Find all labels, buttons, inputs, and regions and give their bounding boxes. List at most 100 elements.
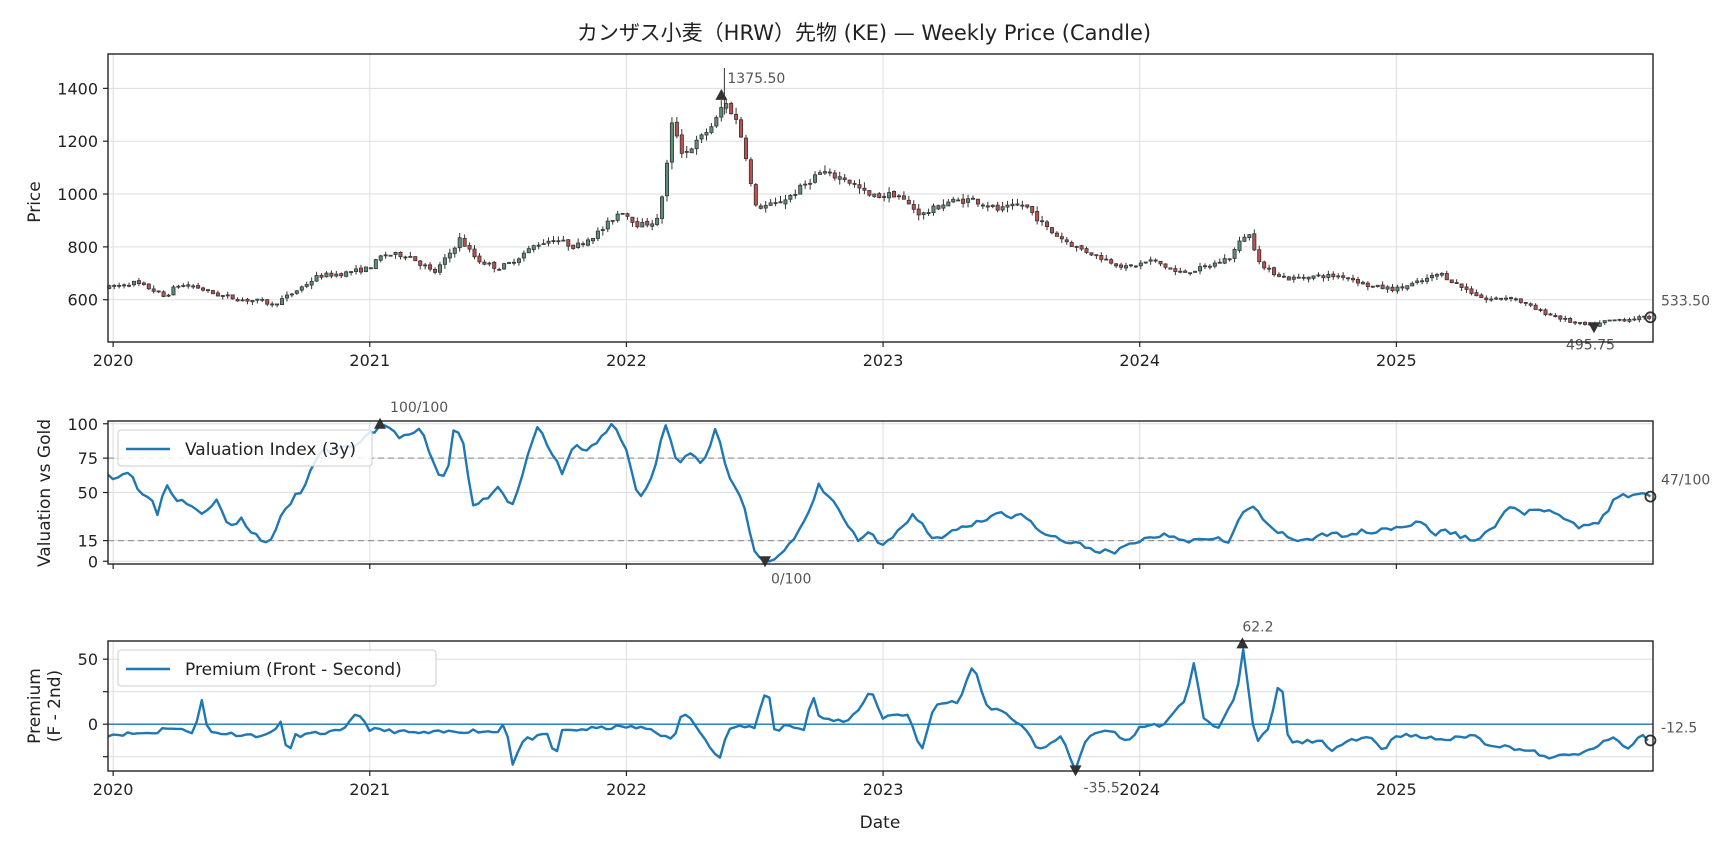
price-ytick-label-1: 800: [67, 238, 98, 257]
premium-xtick-label-2023: 2023: [863, 780, 904, 799]
price-candle-body-293: [1553, 315, 1558, 318]
price-candle-body-264: [1410, 282, 1415, 287]
price-candle-body-63: [418, 260, 423, 266]
price-candle-body-187: [1030, 206, 1035, 213]
price-candle-body-121: [704, 132, 709, 136]
price-candle-body-238: [1281, 275, 1286, 278]
price-candle-body-60: [403, 256, 408, 259]
price-candle-body-184: [1015, 203, 1020, 206]
price-candle-body-88: [541, 243, 546, 245]
price-candle-body-274: [1459, 283, 1464, 288]
price-candle-body-156: [877, 193, 882, 198]
price-candle-body-81: [507, 262, 512, 264]
price-candle-body-235: [1267, 267, 1272, 270]
price-candle-body-283: [1504, 297, 1509, 300]
price-candle-body-38: [294, 290, 299, 294]
price-candle-body-133: [763, 204, 768, 209]
price-candle-body-9: [151, 288, 156, 292]
price-candle-body-44: [324, 272, 329, 278]
price-candle-body-152: [857, 184, 862, 189]
price-candle-body-258: [1380, 284, 1385, 290]
price-candle-body-27: [240, 299, 245, 302]
price-candle-body-303: [1602, 320, 1607, 324]
price-candle-body-83: [516, 258, 521, 263]
price-candle-body-205: [1119, 264, 1124, 268]
price-candle-body-203: [1109, 259, 1114, 264]
price-candle-body-46: [334, 273, 339, 277]
valuation-y-label: Valuation vs Gold: [35, 419, 55, 567]
price-candle-body-241: [1296, 276, 1301, 279]
price-candle-body-174: [966, 198, 971, 203]
price-candle-body-65: [428, 264, 433, 270]
price-candle-body-61: [408, 255, 413, 258]
premium-legend[interactable]: Premium (Front - Second): [117, 649, 437, 687]
price-candle-body-45: [329, 272, 334, 277]
valuation-legend[interactable]: Valuation Index (3y): [117, 429, 373, 467]
valuation-legend-label: Valuation Index (3y): [185, 440, 356, 460]
price-candle-body-130: [748, 159, 753, 184]
price-candle-body-116: [679, 134, 684, 154]
price-candle-body-242: [1301, 276, 1306, 279]
price-candle-body-282: [1499, 297, 1504, 300]
price-candle-body-287: [1523, 302, 1528, 304]
price-candle-body-22: [215, 292, 220, 297]
price-candle-body-199: [1089, 252, 1094, 256]
price-candle-body-20: [205, 289, 210, 292]
price-candle-body-80: [502, 263, 507, 270]
price-candle-body-95: [576, 242, 581, 248]
price-candle-body-40: [304, 284, 309, 287]
price-candle-body-308: [1627, 319, 1632, 322]
price-grid: [108, 54, 1653, 342]
price-candle-body-107: [635, 221, 640, 228]
price-candle-body-259: [1385, 286, 1390, 290]
price-candle-body-310: [1637, 316, 1642, 321]
price-candle-body-192: [1054, 232, 1059, 237]
price-candle-body-109: [645, 220, 650, 226]
premium-axes: 2020 2021 2022 2023 2024 2025 0 50: [78, 650, 1417, 799]
valuation-legend-box: [117, 429, 373, 467]
price-candle-body-251: [1346, 277, 1351, 280]
price-candle-body-100: [600, 229, 605, 231]
price-candle-body-312: [1647, 315, 1652, 319]
price-candle-body-266: [1420, 280, 1425, 283]
price-candle-body-85: [526, 248, 531, 254]
price-candle-body-4: [127, 284, 132, 287]
price-candle-body-272: [1449, 279, 1454, 284]
price-candle-body-181: [1000, 206, 1005, 211]
price-candle-body-24: [225, 294, 230, 297]
price-candle-body-260: [1390, 286, 1395, 292]
price-candle-body-213: [1158, 260, 1163, 265]
valuation-min-label: 0/100: [771, 571, 811, 587]
price-candle-body-265: [1415, 280, 1420, 283]
price-candle-body-186: [1025, 204, 1030, 208]
price-candle-body-77: [487, 262, 492, 265]
price-candle-body-136: [778, 201, 783, 204]
price-candle-body-290: [1538, 309, 1543, 311]
price-candle-body-296: [1568, 318, 1573, 323]
price-candle-body-6: [136, 280, 141, 285]
price-candle-body-237: [1276, 274, 1281, 277]
price-candle-body-207: [1128, 264, 1133, 267]
price-candle-body-43: [319, 274, 324, 278]
price-candle-body-21: [210, 290, 215, 295]
price-candle-body-289: [1533, 304, 1538, 310]
premium-series-line: [107, 648, 1649, 772]
premium-xtick-label-2021: 2021: [349, 780, 390, 799]
price-candle-body-137: [783, 199, 788, 205]
premium-frame: [107, 640, 1654, 772]
price-candle-body-33: [270, 303, 275, 306]
price-candle-body-230: [1242, 236, 1247, 242]
price-candle-body-297: [1573, 321, 1578, 324]
price-candle-body-32: [265, 299, 270, 305]
price-candle-body-298: [1578, 322, 1583, 324]
price-candle-body-257: [1375, 284, 1380, 288]
price-ytick-label-3: 1200: [57, 132, 98, 151]
premium-ytick-label-1: 0: [88, 715, 98, 734]
valuation-last-label: 47/100: [1661, 473, 1710, 489]
premium-min-label: -35.5: [1084, 780, 1120, 796]
price-candle-body-166: [926, 212, 931, 214]
price-candle-body-191: [1049, 227, 1054, 234]
price-candle-body-275: [1464, 286, 1469, 290]
price-candle-body-246: [1321, 275, 1326, 279]
price-candle-body-115: [674, 121, 679, 137]
